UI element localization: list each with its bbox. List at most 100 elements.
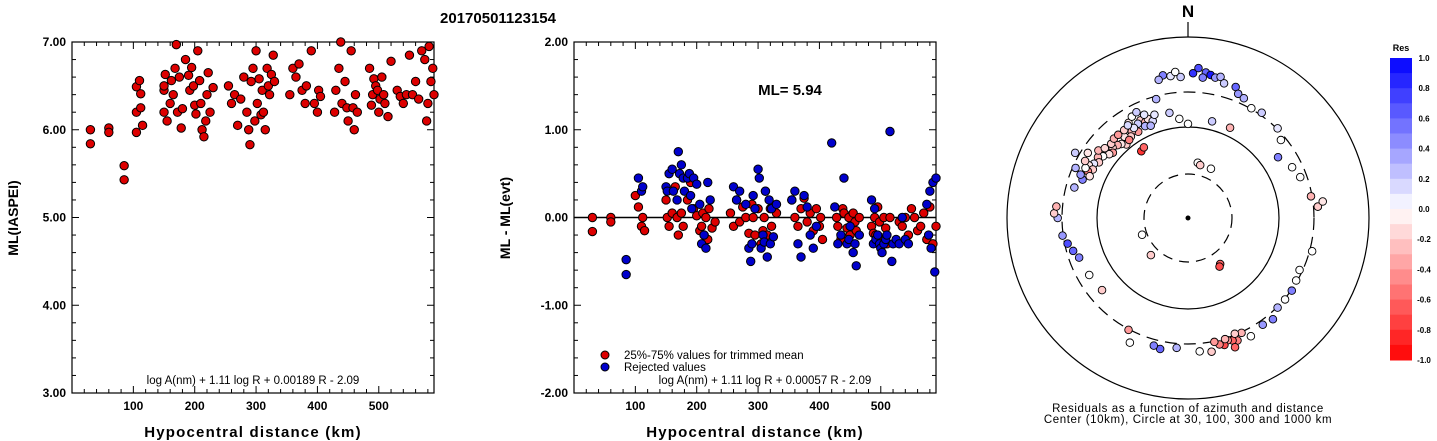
page-title: 20170501123154 <box>440 10 557 27</box>
p1-point <box>165 98 175 109</box>
legend-label-trimmed: 25%-75% values for trimmed mean <box>624 350 804 362</box>
p2-point <box>678 221 688 231</box>
polar-point <box>1194 63 1203 73</box>
p1-point <box>268 50 278 60</box>
colorbar-tick-label: 1.0 <box>1418 54 1430 63</box>
p1-point <box>85 139 96 149</box>
p2-axes: -2.00 -1.00 0.00 1.00 2.00 100 200 300 400 500 <box>541 35 936 413</box>
p1-point <box>294 59 304 69</box>
polar-point <box>1125 338 1135 347</box>
p2-point <box>685 190 696 201</box>
p2-point <box>848 247 858 258</box>
colorbar-cell <box>1390 239 1412 255</box>
polar-point <box>1146 121 1155 130</box>
p2-point <box>919 208 929 218</box>
polar-point <box>1287 162 1297 172</box>
p2-point <box>925 186 935 196</box>
p1-xlabel: Hypocentral distance (km) <box>144 424 362 441</box>
colorbar-tick-label: -0.2 <box>1417 235 1431 244</box>
p2-point <box>817 234 828 245</box>
p1-xtick-label: 500 <box>369 399 389 413</box>
p2-point <box>701 243 711 253</box>
p1-point <box>246 76 256 87</box>
polar-point <box>1052 202 1061 211</box>
p2-point <box>676 208 687 218</box>
p1-point <box>160 69 170 80</box>
p2-point <box>699 230 709 240</box>
p2-point <box>882 230 892 240</box>
p2-point <box>831 212 842 223</box>
polar-point <box>1137 230 1147 239</box>
p1-point <box>203 68 213 78</box>
p1-point <box>258 107 269 117</box>
panel-ml-vs-distance: 3.00 4.00 5.00 6.00 7.00 100 200 300 400 500 ML(I… <box>5 35 439 441</box>
p2-point <box>664 221 674 231</box>
p2-point <box>705 195 715 205</box>
colorbar-cell <box>1390 88 1412 104</box>
polar-point <box>1198 73 1208 82</box>
polar-point <box>1273 153 1283 162</box>
p2-xtick-label: 500 <box>871 399 891 413</box>
p2-point <box>787 195 797 205</box>
p2-point <box>762 252 772 262</box>
p2-xtick-label: 400 <box>809 399 829 413</box>
polar-point <box>1124 325 1133 335</box>
p2-point <box>748 190 758 201</box>
p2-xtick-label: 100 <box>625 399 645 413</box>
p1-point <box>168 89 178 100</box>
p1-point <box>398 98 409 109</box>
p2-point <box>877 247 887 258</box>
p1-ylabel: ML(IASPEI) <box>5 180 21 255</box>
p2-point <box>673 230 684 240</box>
p2-ylabel: ML - ML(evt) <box>497 177 513 259</box>
p1-point <box>329 107 340 117</box>
p1-point <box>205 107 215 117</box>
polar-point <box>1210 337 1219 347</box>
p2-point <box>930 267 940 277</box>
p2-point <box>587 226 598 237</box>
p2-point <box>897 221 907 231</box>
p2-point <box>748 212 758 223</box>
polar-point <box>1139 110 1149 119</box>
p1-point <box>264 89 275 100</box>
colorbar-cell <box>1390 224 1412 240</box>
colorbar-cell <box>1390 209 1412 225</box>
p2-point <box>926 243 936 253</box>
p2-point <box>931 221 941 231</box>
p1-point <box>159 81 169 91</box>
polar-point <box>1307 247 1317 256</box>
polar-point <box>1071 163 1080 173</box>
p1-point <box>193 46 203 56</box>
colorbar-cell <box>1390 148 1412 165</box>
p1-point <box>340 76 350 87</box>
p1-point <box>199 132 209 142</box>
polar-point <box>1146 250 1156 260</box>
colorbar-tick-label: -1.0 <box>1417 356 1431 365</box>
p1-point <box>239 72 249 82</box>
polar-point <box>1074 253 1084 262</box>
p2-point <box>704 204 714 214</box>
p1-point <box>131 127 142 138</box>
colorbar-tick-label: -0.4 <box>1417 265 1431 274</box>
p2-point <box>833 239 843 249</box>
legend-swatch-trimmed <box>600 350 610 360</box>
p1-plot-frame <box>71 41 435 394</box>
p1-point <box>413 94 424 104</box>
p2-point <box>796 252 806 262</box>
polar-point <box>1195 347 1204 356</box>
polar-point <box>1151 94 1161 104</box>
p1-point <box>191 109 201 119</box>
p2-point <box>621 254 631 265</box>
colorbar-title: Res <box>1393 43 1410 53</box>
polar-point <box>1219 79 1229 88</box>
polar-point <box>1318 197 1327 206</box>
polar-point <box>1068 246 1078 256</box>
polar-point <box>1058 231 1067 240</box>
p2-point <box>885 212 895 223</box>
p1-ytick-label: 3.00 <box>43 386 67 400</box>
p1-point <box>423 98 433 109</box>
polar-point <box>1124 135 1134 145</box>
p1-point <box>251 46 261 56</box>
colorbar-cells <box>1390 58 1412 361</box>
colorbar-cell <box>1390 344 1412 361</box>
